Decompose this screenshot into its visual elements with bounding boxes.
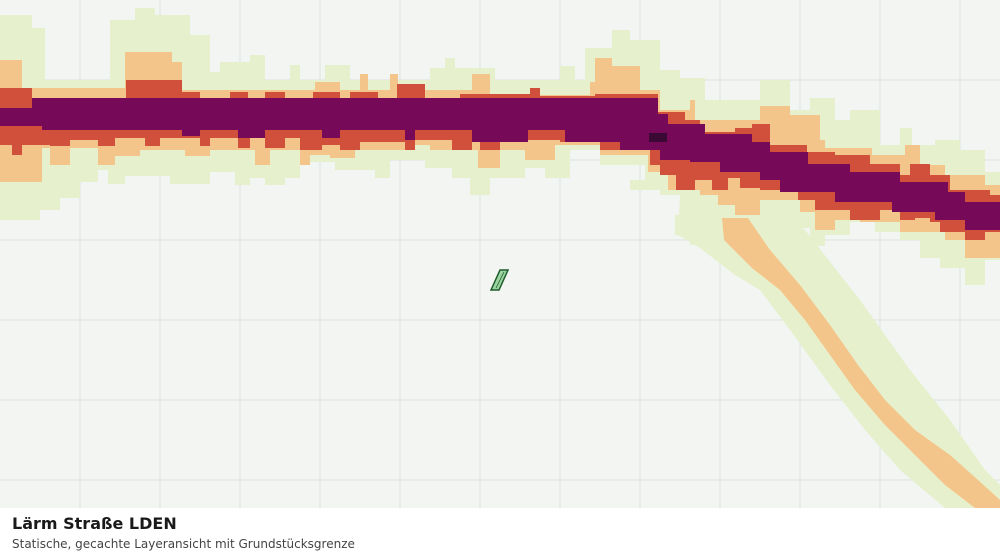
- noise-zone-extreme: [649, 133, 667, 142]
- noise-map: [0, 0, 1000, 508]
- layer-title: Lärm Straße LDEN: [12, 514, 177, 533]
- noise-zone-very-high: [0, 98, 1000, 230]
- parcel-hatch: [495, 271, 505, 289]
- layer-subtitle: Statische, gecachte Layeransicht mit Gru…: [12, 537, 355, 551]
- parcel-boundary: [489, 269, 510, 291]
- legend-panel: Lärm Straße LDEN Statische, gecachte Lay…: [0, 508, 1000, 560]
